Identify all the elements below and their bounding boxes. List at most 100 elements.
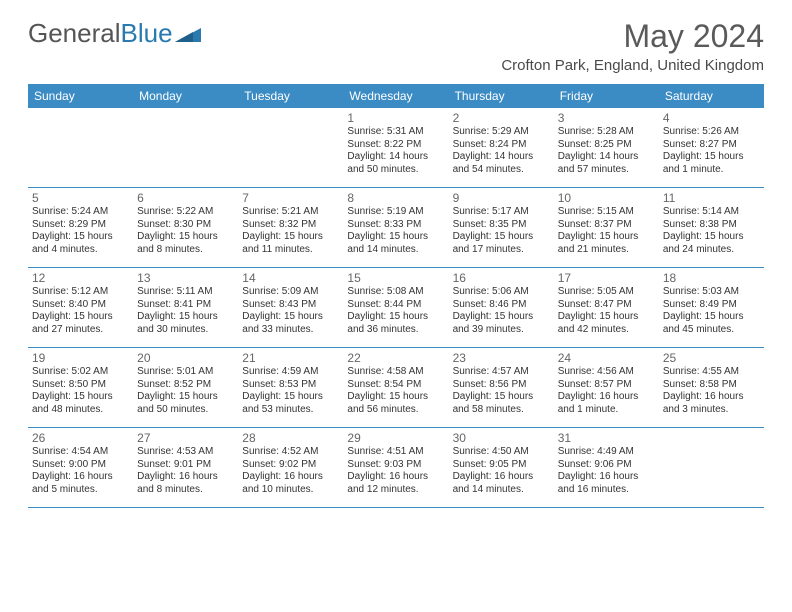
- daylight-line: Daylight: 14 hours and 54 minutes.: [453, 151, 550, 176]
- sunset-line: Sunset: 8:24 PM: [453, 139, 550, 152]
- daylight-line: Daylight: 16 hours and 10 minutes.: [242, 471, 339, 496]
- header: GeneralBlue May 2024 Crofton Park, Engla…: [28, 18, 764, 74]
- day-number: 18: [663, 271, 760, 285]
- calendar-day-cell: [28, 108, 133, 188]
- sunrise-line: Sunrise: 4:50 AM: [453, 446, 550, 459]
- calendar-day-cell: [238, 108, 343, 188]
- daylight-line: Daylight: 15 hours and 39 minutes.: [453, 311, 550, 336]
- daylight-line: Daylight: 15 hours and 8 minutes.: [137, 231, 234, 256]
- daylight-line: Daylight: 15 hours and 48 minutes.: [32, 391, 129, 416]
- sunset-line: Sunset: 8:35 PM: [453, 219, 550, 232]
- calendar-body: 1Sunrise: 5:31 AMSunset: 8:22 PMDaylight…: [28, 108, 764, 508]
- calendar-day-cell: 5Sunrise: 5:24 AMSunset: 8:29 PMDaylight…: [28, 188, 133, 268]
- calendar-page: GeneralBlue May 2024 Crofton Park, Engla…: [0, 0, 792, 518]
- sunrise-line: Sunrise: 5:05 AM: [558, 286, 655, 299]
- location-text: Crofton Park, England, United Kingdom: [501, 57, 764, 74]
- day-number: 7: [242, 191, 339, 205]
- daylight-line: Daylight: 16 hours and 8 minutes.: [137, 471, 234, 496]
- sunset-line: Sunset: 8:58 PM: [663, 379, 760, 392]
- day-number: 23: [453, 351, 550, 365]
- daylight-line: Daylight: 15 hours and 21 minutes.: [558, 231, 655, 256]
- sunset-line: Sunset: 9:03 PM: [347, 459, 444, 472]
- calendar-day-cell: 13Sunrise: 5:11 AMSunset: 8:41 PMDayligh…: [133, 268, 238, 348]
- sunset-line: Sunset: 8:54 PM: [347, 379, 444, 392]
- calendar-day-cell: 14Sunrise: 5:09 AMSunset: 8:43 PMDayligh…: [238, 268, 343, 348]
- calendar-day-cell: 2Sunrise: 5:29 AMSunset: 8:24 PMDaylight…: [449, 108, 554, 188]
- sunset-line: Sunset: 8:49 PM: [663, 299, 760, 312]
- daylight-line: Daylight: 16 hours and 14 minutes.: [453, 471, 550, 496]
- sunrise-line: Sunrise: 5:19 AM: [347, 206, 444, 219]
- calendar-day-cell: 31Sunrise: 4:49 AMSunset: 9:06 PMDayligh…: [554, 428, 659, 508]
- day-number: 17: [558, 271, 655, 285]
- sunrise-line: Sunrise: 5:11 AM: [137, 286, 234, 299]
- day-header: Monday: [133, 85, 238, 108]
- day-number: 3: [558, 111, 655, 125]
- sunrise-line: Sunrise: 5:01 AM: [137, 366, 234, 379]
- day-number: 5: [32, 191, 129, 205]
- day-header: Tuesday: [238, 85, 343, 108]
- sunset-line: Sunset: 8:57 PM: [558, 379, 655, 392]
- calendar-day-cell: 22Sunrise: 4:58 AMSunset: 8:54 PMDayligh…: [343, 348, 448, 428]
- sunrise-line: Sunrise: 5:26 AM: [663, 126, 760, 139]
- day-number: 16: [453, 271, 550, 285]
- calendar-day-cell: 29Sunrise: 4:51 AMSunset: 9:03 PMDayligh…: [343, 428, 448, 508]
- calendar-day-cell: 26Sunrise: 4:54 AMSunset: 9:00 PMDayligh…: [28, 428, 133, 508]
- sunset-line: Sunset: 8:53 PM: [242, 379, 339, 392]
- sunset-line: Sunset: 8:47 PM: [558, 299, 655, 312]
- day-number: 12: [32, 271, 129, 285]
- day-number: 24: [558, 351, 655, 365]
- day-header: Thursday: [449, 85, 554, 108]
- daylight-line: Daylight: 15 hours and 36 minutes.: [347, 311, 444, 336]
- daylight-line: Daylight: 15 hours and 27 minutes.: [32, 311, 129, 336]
- sunset-line: Sunset: 8:38 PM: [663, 219, 760, 232]
- calendar-week-row: 12Sunrise: 5:12 AMSunset: 8:40 PMDayligh…: [28, 268, 764, 348]
- day-header: Sunday: [28, 85, 133, 108]
- daylight-line: Daylight: 15 hours and 4 minutes.: [32, 231, 129, 256]
- day-number: 11: [663, 191, 760, 205]
- calendar-day-cell: 15Sunrise: 5:08 AMSunset: 8:44 PMDayligh…: [343, 268, 448, 348]
- sunrise-line: Sunrise: 5:15 AM: [558, 206, 655, 219]
- sunset-line: Sunset: 8:22 PM: [347, 139, 444, 152]
- daylight-line: Daylight: 15 hours and 50 minutes.: [137, 391, 234, 416]
- brand-part1: General: [28, 18, 121, 49]
- sunrise-line: Sunrise: 4:59 AM: [242, 366, 339, 379]
- day-number: 21: [242, 351, 339, 365]
- calendar-day-cell: 18Sunrise: 5:03 AMSunset: 8:49 PMDayligh…: [659, 268, 764, 348]
- calendar-week-row: 1Sunrise: 5:31 AMSunset: 8:22 PMDaylight…: [28, 108, 764, 188]
- day-header-row: SundayMondayTuesdayWednesdayThursdayFrid…: [28, 85, 764, 108]
- sunrise-line: Sunrise: 5:06 AM: [453, 286, 550, 299]
- sunrise-line: Sunrise: 4:58 AM: [347, 366, 444, 379]
- sunset-line: Sunset: 8:56 PM: [453, 379, 550, 392]
- sunrise-line: Sunrise: 5:17 AM: [453, 206, 550, 219]
- sunrise-line: Sunrise: 5:21 AM: [242, 206, 339, 219]
- sunrise-line: Sunrise: 4:49 AM: [558, 446, 655, 459]
- calendar-week-row: 5Sunrise: 5:24 AMSunset: 8:29 PMDaylight…: [28, 188, 764, 268]
- calendar-day-cell: 21Sunrise: 4:59 AMSunset: 8:53 PMDayligh…: [238, 348, 343, 428]
- day-header: Saturday: [659, 85, 764, 108]
- daylight-line: Daylight: 15 hours and 42 minutes.: [558, 311, 655, 336]
- sunrise-line: Sunrise: 4:54 AM: [32, 446, 129, 459]
- day-number: 2: [453, 111, 550, 125]
- brand-logo: GeneralBlue: [28, 18, 201, 49]
- day-number: 15: [347, 271, 444, 285]
- sunset-line: Sunset: 9:05 PM: [453, 459, 550, 472]
- sunrise-line: Sunrise: 4:51 AM: [347, 446, 444, 459]
- calendar-day-cell: [659, 428, 764, 508]
- sunrise-line: Sunrise: 4:55 AM: [663, 366, 760, 379]
- calendar-day-cell: 19Sunrise: 5:02 AMSunset: 8:50 PMDayligh…: [28, 348, 133, 428]
- calendar-week-row: 19Sunrise: 5:02 AMSunset: 8:50 PMDayligh…: [28, 348, 764, 428]
- calendar-day-cell: 11Sunrise: 5:14 AMSunset: 8:38 PMDayligh…: [659, 188, 764, 268]
- day-number: 25: [663, 351, 760, 365]
- daylight-line: Daylight: 15 hours and 58 minutes.: [453, 391, 550, 416]
- calendar-day-cell: 7Sunrise: 5:21 AMSunset: 8:32 PMDaylight…: [238, 188, 343, 268]
- sunrise-line: Sunrise: 5:09 AM: [242, 286, 339, 299]
- daylight-line: Daylight: 16 hours and 12 minutes.: [347, 471, 444, 496]
- calendar-day-cell: 17Sunrise: 5:05 AMSunset: 8:47 PMDayligh…: [554, 268, 659, 348]
- day-number: 31: [558, 431, 655, 445]
- day-number: 29: [347, 431, 444, 445]
- calendar-day-cell: 25Sunrise: 4:55 AMSunset: 8:58 PMDayligh…: [659, 348, 764, 428]
- day-number: 19: [32, 351, 129, 365]
- sunrise-line: Sunrise: 5:12 AM: [32, 286, 129, 299]
- sunset-line: Sunset: 9:02 PM: [242, 459, 339, 472]
- sunset-line: Sunset: 8:41 PM: [137, 299, 234, 312]
